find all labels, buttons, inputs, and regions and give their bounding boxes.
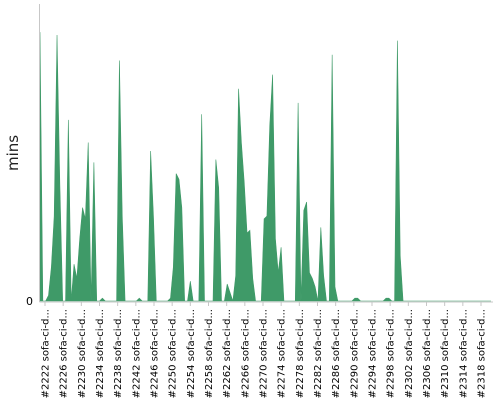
x-tick-label: #2266 sofa-ci-d... bbox=[240, 309, 251, 398]
area-series bbox=[39, 32, 491, 302]
x-tick-label: #2290 sofa-ci-d... bbox=[349, 309, 360, 398]
x-tick-label: #2226 sofa-ci-d... bbox=[59, 309, 70, 398]
x-tick-label: #2258 sofa-ci-d... bbox=[204, 309, 215, 398]
x-tick-label: #2262 sofa-ci-d... bbox=[222, 309, 233, 398]
x-tick-label: #2230 sofa-ci-d... bbox=[77, 309, 88, 398]
x-tick-label: #2310 sofa-ci-d... bbox=[440, 309, 451, 398]
x-tick-label: #2222 sofa-ci-d... bbox=[41, 309, 52, 398]
x-tick-label: #2250 sofa-ci-d... bbox=[168, 309, 179, 398]
area-series-layer bbox=[39, 32, 491, 302]
x-axis-ticks: #2222 sofa-ci-d... #2226 sofa-ci-d... #223… bbox=[41, 302, 488, 398]
x-tick-label: #2282 sofa-ci-d... bbox=[313, 309, 324, 398]
x-tick-label: #2302 sofa-ci-d... bbox=[404, 309, 415, 398]
y-axis-ticks: 0 bbox=[26, 295, 33, 308]
x-tick-label: #2278 sofa-ci-d... bbox=[295, 309, 306, 398]
x-tick-label: #2286 sofa-ci-d... bbox=[331, 309, 342, 398]
y-tick-label: 0 bbox=[26, 295, 33, 308]
x-tick-label: #2318 sofa-ci-d... bbox=[477, 309, 488, 398]
x-tick-label: #2242 sofa-ci-d... bbox=[131, 309, 142, 398]
x-tick-label: #2298 sofa-ci-d... bbox=[386, 309, 397, 398]
x-tick-label: #2270 sofa-ci-d... bbox=[259, 309, 270, 398]
x-tick-label: #2254 sofa-ci-d... bbox=[186, 309, 197, 398]
y-axis-title: mins bbox=[4, 135, 22, 171]
x-tick-label: #2234 sofa-ci-d... bbox=[95, 309, 106, 398]
x-tick-label: #2306 sofa-ci-d... bbox=[422, 309, 433, 398]
plot-area: 0 #2222 sofa-ci-d... #2226 sofa-ci-d... #2… bbox=[26, 4, 493, 398]
x-tick-label: #2314 sofa-ci-d... bbox=[458, 309, 469, 398]
x-tick-label: #2238 sofa-ci-d... bbox=[113, 309, 124, 398]
x-tick-label: #2294 sofa-ci-d... bbox=[368, 309, 379, 398]
x-tick-label: #2274 sofa-ci-d... bbox=[277, 309, 288, 398]
x-tick-label: #2246 sofa-ci-d... bbox=[150, 309, 161, 398]
